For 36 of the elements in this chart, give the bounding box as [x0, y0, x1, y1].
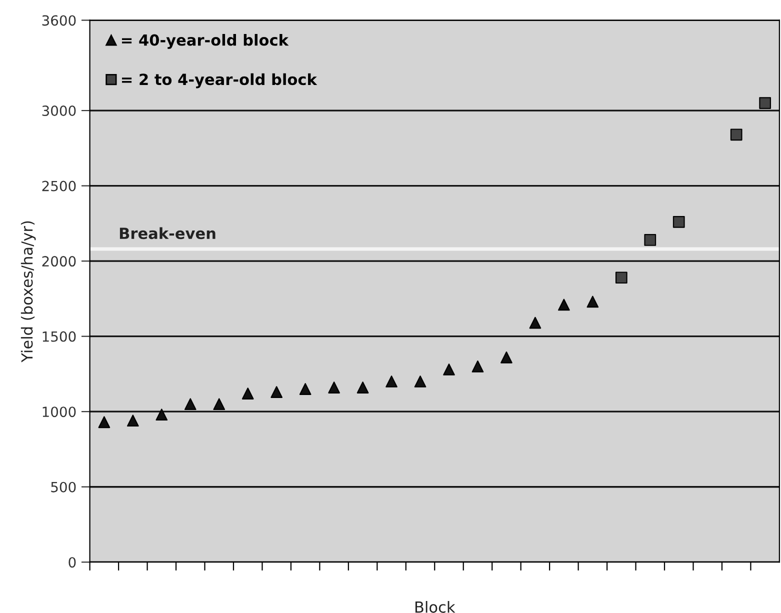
point	[213, 398, 226, 410]
point	[386, 376, 398, 388]
y-tick-label: 2000	[42, 256, 76, 267]
point	[644, 234, 656, 246]
point	[672, 216, 685, 228]
point	[615, 272, 628, 284]
legend-label: = 40-year-old block	[122, 34, 289, 49]
point	[156, 408, 168, 421]
point	[730, 128, 742, 141]
y-tick-label: 1500	[42, 331, 76, 342]
point	[299, 383, 312, 395]
point	[270, 386, 283, 398]
point	[184, 398, 196, 410]
legend-label: = 2 to 4-year-old block	[122, 73, 318, 88]
point	[242, 388, 254, 400]
x-axis-title: Block	[415, 601, 456, 613]
y-tick-label: 3000	[42, 106, 76, 116]
y-tick-label: 2500	[42, 180, 76, 192]
ref-line-label: Break-even	[120, 227, 216, 240]
point	[356, 382, 369, 394]
y-tick-label: 1000	[42, 406, 76, 418]
y-tick-label: 0	[68, 557, 76, 568]
point	[558, 298, 570, 311]
point	[472, 360, 484, 372]
y-tick-label: 500	[51, 482, 76, 492]
point	[443, 364, 455, 376]
point	[529, 316, 542, 329]
y-tick-label: 3600	[42, 15, 76, 26]
point	[328, 382, 340, 394]
point	[759, 97, 772, 109]
point	[414, 376, 426, 388]
point	[126, 414, 139, 427]
point	[98, 416, 110, 428]
point	[500, 351, 512, 364]
point	[586, 296, 599, 308]
y-axis-title: Yield (boxes/ha/yr)	[20, 221, 36, 362]
